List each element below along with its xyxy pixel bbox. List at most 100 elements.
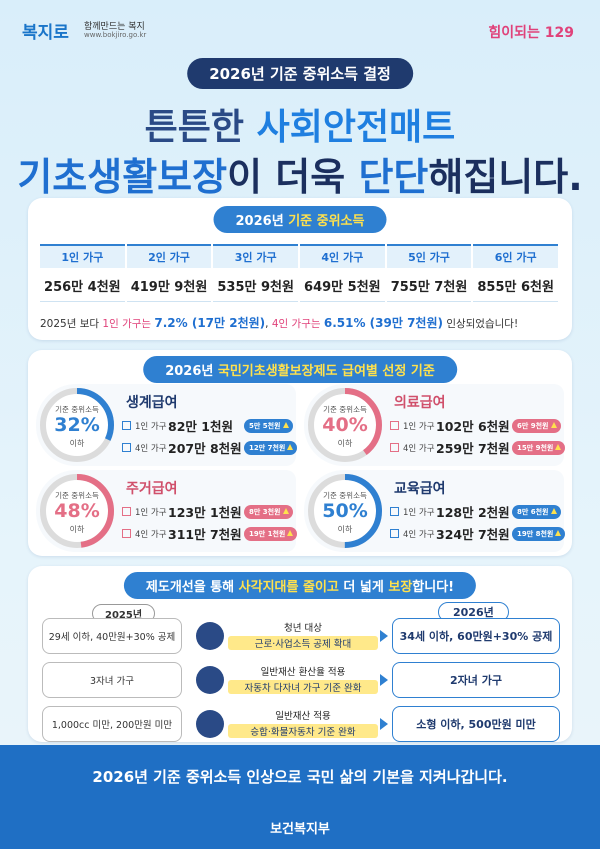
arrow <box>380 674 388 686</box>
up-arrow <box>282 508 289 514</box>
up-arrow <box>282 422 289 428</box>
hotline-logo: 힘이되는 129 <box>488 25 574 41</box>
text-segment: 이 더욱 <box>227 155 359 199</box>
text-segment: 제도개선을 통해 <box>145 580 239 595</box>
target: 청년 대상 <box>284 623 322 634</box>
text-segment: 인상되었습니다! <box>442 318 519 330</box>
benefit-card: 기준 중위소득 50% 이하 교육급여 1인 가구 128만 2천원 8만 6천원 4인 가구… <box>304 470 566 552</box>
section-title: 2026년 국민기초생활보장제도 급여별 선정 기준 <box>143 356 457 383</box>
basis: 기준 중위소득 <box>323 405 367 414</box>
up-arrow <box>555 444 562 450</box>
table-header: 1인 가구 <box>40 244 125 268</box>
icon <box>196 622 224 650</box>
donut-arc <box>308 474 382 548</box>
percent: 50% <box>322 500 368 522</box>
up-arrow <box>550 508 557 514</box>
household: 4인 가구 <box>403 444 435 454</box>
text-segment: 합니다! <box>412 580 455 595</box>
text-segment: 2026년 <box>235 214 289 229</box>
text-segment: 보장 <box>388 580 413 595</box>
headline-line1: 튼튼한 사회안전매트 <box>0 98 600 150</box>
amount: 324만 7천원 <box>436 527 510 542</box>
benefit-card: 기준 중위소득 48% 이하 주거급여 1인 가구 123만 1천원 8만 3천원 4인 가구… <box>36 470 298 552</box>
increase: 12만 7천원 <box>244 441 298 455</box>
basis: 기준 중위소득 <box>323 491 367 500</box>
basis: 기준 중위소득 <box>55 491 99 500</box>
increase: 8만 3천원 <box>244 505 293 519</box>
table-cell: 256만 4천원 <box>40 270 125 302</box>
percent: 40% <box>322 414 368 436</box>
headline-line2: 기초생활보장이 더욱 단단해집니다. <box>0 146 600 201</box>
household: 1인 가구 <box>135 508 167 518</box>
checkbox <box>390 529 399 538</box>
text-segment: 기초생활보장 <box>17 155 228 199</box>
text-segment: 1인 가구는 <box>102 318 155 330</box>
table-header: 2인 가구 <box>126 244 212 268</box>
household: 1인 가구 <box>403 422 435 432</box>
logo-tagline: 함께만드는 복지 <box>84 22 145 32</box>
arrow <box>380 718 388 730</box>
amount: 82만 1천원 <box>168 419 233 434</box>
increase-note: 2025년 보다 1인 가구는 7.2% (17만 2천원), 4인 가구는 6… <box>40 314 518 331</box>
income-table: 1인 가구 2인 가구 3인 가구 4인 가구 5인 가구 6인 가구 256만 4천원 41… <box>40 244 560 304</box>
donut-arc <box>308 388 382 462</box>
median-income-card: 2026년 기준 중위소득 1인 가구 2인 가구 3인 가구 4인 가구 5인 가구 6… <box>28 198 572 340</box>
up-arrow <box>555 530 562 536</box>
text-segment: 6.51% (39만 7천원) <box>323 316 443 330</box>
text-segment: 더 넓게 <box>338 580 389 595</box>
after-box: 34세 이하, 60만원+30% 공제 <box>392 618 560 654</box>
target: 일반재산 적용 <box>275 711 331 722</box>
table-header: 6인 가구 <box>473 244 558 268</box>
text-segment: 2025년 보다 <box>40 318 103 330</box>
change: 근로·사업소득 공제 확대 <box>228 636 378 650</box>
section-title: 2026년 기준 중위소득 <box>213 206 387 233</box>
up-arrow <box>550 422 557 428</box>
donut <box>40 474 114 548</box>
donut <box>308 388 382 462</box>
after-box: 소형 이하, 500만원 미만 <box>392 706 560 742</box>
logo-url: www.bokjiro.go.kr <box>84 31 147 39</box>
percent: 48% <box>54 500 100 522</box>
text-segment: 해집니다. <box>428 155 583 199</box>
text-segment: 기준 중위소득 <box>288 214 365 229</box>
ministry: 보건복지부 <box>270 822 330 837</box>
donut-arc <box>40 388 114 462</box>
checkbox <box>122 507 131 516</box>
basis: 기준 중위소득 <box>55 405 99 414</box>
amount: 102만 6천원 <box>436 419 510 434</box>
benefit-name: 주거급여 <box>126 481 178 497</box>
donut-arc <box>40 474 114 548</box>
increase: 8만 6천원 <box>512 505 561 519</box>
below: 이하 <box>69 439 85 448</box>
footer-band <box>0 745 600 849</box>
household: 4인 가구 <box>403 530 435 540</box>
target: 일반재산 환산율 적용 <box>260 667 346 678</box>
text-segment: 4인 가구는 <box>271 318 324 330</box>
before-box: 29세 이하, 40만원+30% 공제 <box>42 618 182 654</box>
amount: 207만 8천원 <box>168 441 242 456</box>
benefit-name: 의료급여 <box>394 395 446 411</box>
text-segment: 사각지대를 줄이고 <box>238 580 339 595</box>
amount: 128만 2천원 <box>436 505 510 520</box>
household: 1인 가구 <box>135 422 167 432</box>
percent: 32% <box>54 414 100 436</box>
text-segment: 단단 <box>358 155 429 199</box>
amount: 311만 7천원 <box>168 527 242 542</box>
benefit-card: 기준 중위소득 32% 이하 생계급여 1인 가구 82만 1천원 5만 5천원 4인 가구 2… <box>36 384 298 466</box>
table-cell: 855만 6천원 <box>473 270 558 302</box>
table-header: 4인 가구 <box>300 244 385 268</box>
before-box: 1,000cc 미만, 200만원 미만 <box>42 706 182 742</box>
increase: 19만 1천원 <box>244 527 298 541</box>
increase: 19만 8천원 <box>512 527 566 541</box>
increase: 6만 9천원 <box>512 419 561 433</box>
amount: 123만 1천원 <box>168 505 242 520</box>
change: 자동차 다자녀 가구 기준 완화 <box>228 680 378 694</box>
benefit-card: 기준 중위소득 40% 이하 의료급여 1인 가구 102만 6천원 6만 9천원 4인 가구… <box>304 384 566 466</box>
after-label: 2026년 <box>438 602 509 622</box>
up-arrow <box>287 530 294 536</box>
donut <box>40 388 114 462</box>
checkbox <box>122 421 131 430</box>
slogan: 2026년 기준 중위소득 인상으로 국민 삶의 기본을 지켜나갑니다. <box>92 768 508 786</box>
benefit-name: 교육급여 <box>394 481 446 497</box>
